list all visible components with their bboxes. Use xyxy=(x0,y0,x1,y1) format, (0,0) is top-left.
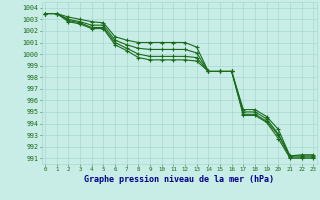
X-axis label: Graphe pression niveau de la mer (hPa): Graphe pression niveau de la mer (hPa) xyxy=(84,175,274,184)
